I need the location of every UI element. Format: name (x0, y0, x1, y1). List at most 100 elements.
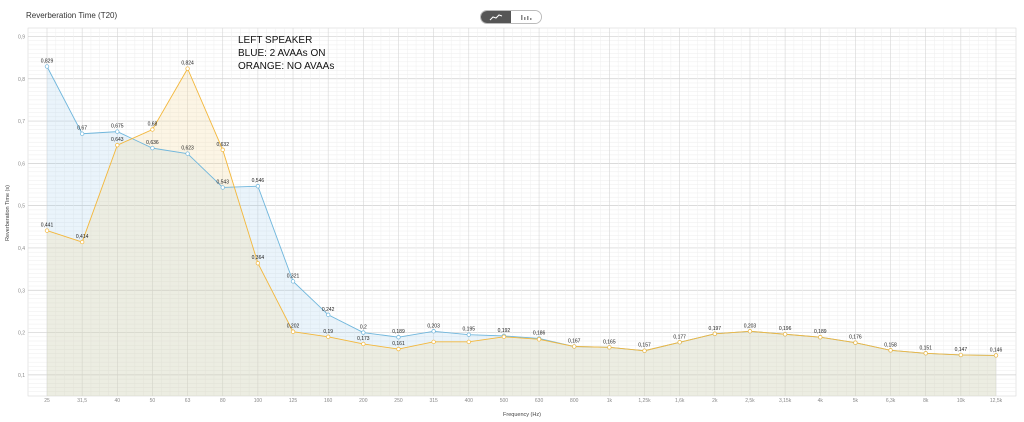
y-tick-label: 0,7 (18, 119, 25, 125)
annotation-line-1: LEFT SPEAKER (238, 35, 312, 46)
series-area-1 (47, 68, 996, 396)
x-tick-label: 10k (957, 398, 966, 404)
data-point[interactable] (361, 341, 366, 347)
data-point[interactable] (853, 340, 858, 345)
data-label: 0,161 (392, 341, 405, 347)
x-tick-label: 12,5k (990, 398, 1003, 404)
plot-frame (27, 27, 1017, 397)
data-label: 0,158 (884, 342, 897, 348)
data-label: 0,167 (568, 339, 581, 345)
data-point[interactable] (501, 334, 507, 339)
y-tick-label: 0,6 (18, 161, 25, 167)
y-tick-label: 0,5 (18, 204, 25, 210)
data-point[interactable] (79, 131, 85, 136)
data-label: 0,824 (181, 61, 194, 67)
data-label: 0,202 (287, 324, 300, 330)
data-point[interactable] (150, 127, 155, 132)
data-point[interactable] (44, 228, 50, 233)
y-axis-ticks: 0,1 0,2 0,3 0,4 0,5 0,6 0,7 0,8 0,9 (18, 34, 25, 378)
x-tick-label: 80 (220, 398, 226, 404)
x-tick-label: 125 (289, 398, 298, 404)
data-point[interactable] (782, 332, 788, 337)
data-label: 0,195 (463, 327, 476, 333)
data-point[interactable] (220, 147, 225, 152)
data-point[interactable] (396, 335, 401, 340)
annotation-line-2: BLUE: 2 AVAAs ON (238, 48, 325, 59)
data-point[interactable] (326, 312, 331, 317)
data-point[interactable] (607, 345, 612, 350)
data-point[interactable] (466, 339, 471, 345)
x-tick-label: 50 (150, 398, 156, 404)
x-tick-label: 500 (500, 398, 509, 404)
x-tick-label: 40 (115, 398, 121, 404)
y-tick-label: 0,1 (18, 373, 25, 379)
y-tick-label: 0,9 (18, 34, 25, 40)
data-label: 0,321 (287, 273, 300, 279)
y-tick-label: 0,8 (18, 77, 25, 83)
data-point[interactable] (185, 151, 190, 156)
data-point[interactable] (712, 331, 717, 336)
data-point[interactable] (747, 329, 753, 334)
chart-title: Reverberation Time (T20) (26, 11, 118, 20)
data-label: 0,173 (357, 336, 370, 342)
data-point[interactable] (818, 335, 823, 340)
data-label: 0,203 (427, 323, 440, 329)
bar-chart-icon[interactable] (511, 11, 541, 23)
data-point[interactable] (642, 348, 647, 353)
data-point[interactable] (44, 64, 50, 69)
data-point[interactable] (255, 261, 261, 266)
data-point[interactable] (431, 339, 436, 345)
data-point[interactable] (431, 329, 436, 334)
x-tick-label: 25 (44, 398, 50, 404)
x-tick-label: 800 (570, 398, 579, 404)
data-point[interactable] (220, 185, 225, 190)
x-tick-label: 400 (465, 398, 474, 404)
data-point[interactable] (396, 346, 401, 352)
data-point[interactable] (993, 353, 999, 358)
data-point[interactable] (185, 66, 190, 71)
data-point[interactable] (326, 334, 331, 339)
x-tick-label: 5k (853, 398, 859, 404)
data-point[interactable] (572, 344, 577, 349)
data-label: 0,623 (181, 146, 194, 152)
data-label: 0,364 (252, 255, 265, 261)
y-tick-label: 0,2 (18, 331, 25, 337)
data-label: 0,196 (779, 326, 792, 332)
x-tick-label: 31,5 (77, 398, 87, 404)
data-point[interactable] (466, 332, 471, 337)
data-point[interactable] (888, 348, 893, 353)
chart-view-toggle[interactable] (480, 10, 542, 24)
x-tick-label: 200 (359, 398, 368, 404)
x-axis-label: Frequency (Hz) (503, 412, 541, 418)
x-tick-label: 8k (923, 398, 929, 404)
data-label: 0,546 (252, 178, 265, 184)
data-label: 0,643 (111, 137, 124, 143)
data-point[interactable] (290, 329, 296, 334)
data-point[interactable] (255, 184, 261, 189)
x-tick-label: 63 (185, 398, 191, 404)
data-label: 0,675 (111, 124, 124, 130)
y-axis-label: Reverberation Time (s) (5, 185, 11, 241)
data-point[interactable] (923, 351, 928, 356)
line-chart-icon[interactable] (481, 11, 511, 23)
data-label: 0,414 (76, 234, 89, 240)
x-tick-label: 160 (324, 398, 333, 404)
data-label: 0,147 (955, 347, 968, 353)
data-point[interactable] (79, 239, 85, 245)
data-point[interactable] (150, 145, 155, 151)
data-label: 0,157 (638, 343, 651, 349)
data-label: 0,67 (77, 126, 87, 132)
data-point[interactable] (677, 340, 682, 345)
x-tick-label: 2k (712, 398, 718, 404)
x-tick-label: 2,5k (745, 398, 755, 404)
data-point[interactable] (115, 143, 120, 148)
data-point[interactable] (115, 129, 120, 134)
data-point[interactable] (361, 330, 366, 335)
data-point[interactable] (536, 337, 542, 342)
data-point[interactable] (958, 352, 964, 358)
x-tick-label: 4k (818, 398, 824, 404)
data-label: 0,176 (849, 335, 862, 341)
chart-lines (46, 66, 997, 356)
data-point[interactable] (290, 279, 296, 284)
y-tick-label: 0,3 (18, 288, 25, 294)
